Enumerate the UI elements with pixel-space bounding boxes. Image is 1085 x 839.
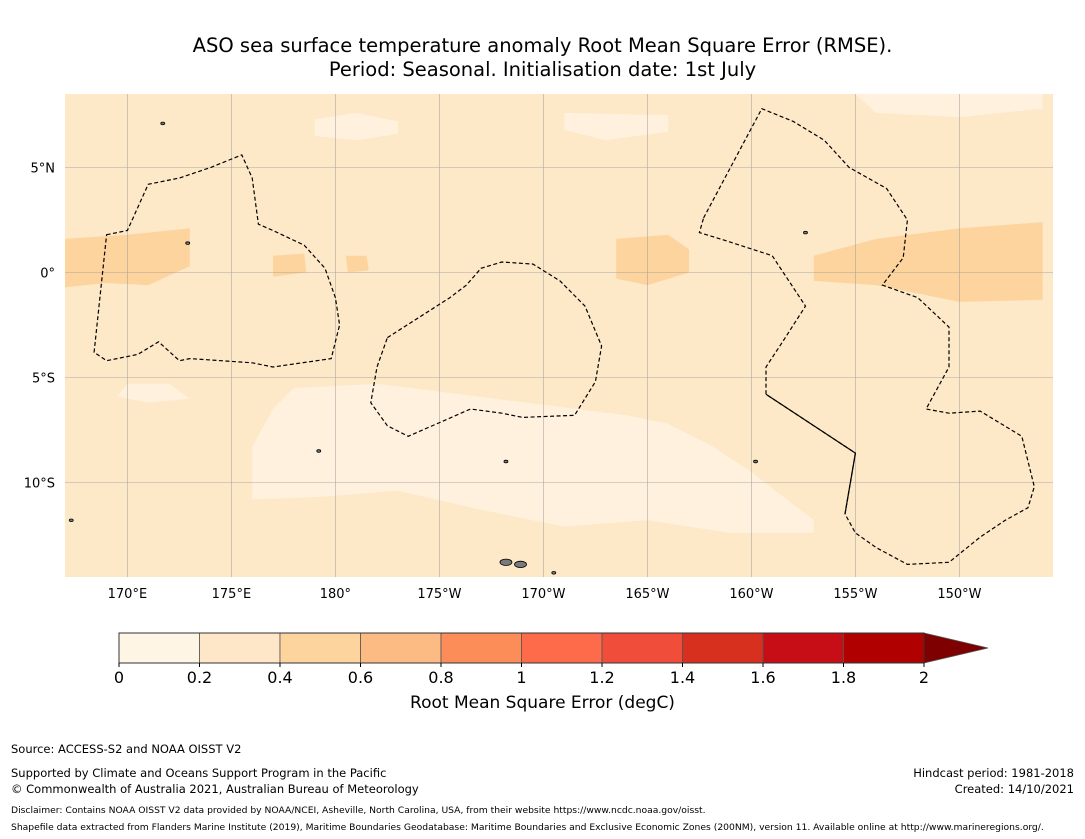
source-text: Source: ACCESS-S2 and NOAA OISST V2: [11, 742, 242, 756]
lon-tick-label: 175°E: [212, 587, 252, 602]
island-kiritimati: [803, 230, 808, 235]
island-west: [68, 518, 74, 522]
island-funafuti: [316, 449, 322, 453]
rmse-region-0-0.2-1: [117, 383, 190, 403]
rmse-region-0.4-0.6-9: [345, 255, 369, 273]
eez-boundary-eez-3b: [698, 217, 857, 515]
colorbar-segment: [118, 632, 200, 664]
colorbar-tick-label: 0.6: [348, 668, 373, 687]
disclaimer-text: Disclaimer: Contains NOAA OISST V2 data …: [11, 805, 706, 816]
lon-tick-label: 150°W: [937, 587, 981, 602]
island-tarawa: [185, 241, 191, 245]
island-upolu: [499, 558, 513, 566]
eez-boundary-eez-1: [93, 154, 341, 368]
map-area: [65, 94, 1053, 577]
colorbar-segment: [521, 632, 603, 664]
copyright-text: © Commonwealth of Australia 2021, Austra…: [11, 782, 419, 796]
lat-tick-label: 5°S: [32, 372, 55, 387]
island-rarotonga: [753, 459, 758, 464]
colorbar-tick-label: 2: [919, 668, 929, 687]
rmse-region-0-0.2-3: [564, 112, 669, 141]
eez-boundary-eez-2: [370, 261, 603, 437]
colorbar-tick-label: 1.2: [589, 668, 614, 687]
created-text: Created: 14/10/2021: [954, 782, 1074, 796]
lon-tick-label: 180°: [320, 587, 351, 602]
lon-tick-label: 170°W: [521, 587, 565, 602]
colorbar-segment: [440, 632, 522, 664]
lon-tick-label: 175°W: [417, 587, 461, 602]
colorbar-segment: [199, 632, 281, 664]
colorbar-tick-label: 1: [516, 668, 526, 687]
rmse-region-0.4-0.6-8: [273, 253, 307, 277]
lat-tick-label: 0°: [40, 267, 55, 282]
colorbar-tick-label: 1.4: [670, 668, 695, 687]
lat-tick-label: 10°S: [24, 477, 55, 492]
supported-text: Supported by Climate and Oceans Support …: [11, 766, 387, 780]
colorbar-segment: [601, 632, 683, 664]
island-tutuila: [551, 571, 557, 575]
lon-tick-label: 155°W: [833, 587, 877, 602]
colorbar-segment: [843, 632, 925, 664]
colorbar-segment: [279, 632, 361, 664]
colorbar-label: Root Mean Square Error (degC): [410, 693, 675, 713]
colorbar-extend-arrow: [923, 632, 989, 664]
lat-tick-label: 5°N: [31, 162, 56, 177]
colorbar-tick-label: 1.6: [750, 668, 775, 687]
island-savaii: [514, 560, 527, 569]
chart-title-line2: Period: Seasonal. Initialisation date: 1…: [328, 58, 757, 81]
lon-tick-label: 160°W: [729, 587, 773, 602]
colorbar-segment: [360, 632, 442, 664]
hindcast-text: Hindcast period: 1981-2018: [913, 766, 1074, 780]
colorbar-tick-label: 1.8: [831, 668, 856, 687]
colorbar-tick-label: 0.4: [267, 668, 292, 687]
rmse-region-0-0.2-0: [252, 383, 814, 533]
colorbar-segment: [762, 632, 844, 664]
lon-tick-label: 165°W: [625, 587, 669, 602]
rmse-region-0.4-0.6-7: [813, 222, 1043, 302]
colorbar-segment: [682, 632, 764, 664]
solid-boundary: [765, 393, 857, 515]
chart-title-line1: ASO sea surface temperature anomaly Root…: [192, 34, 893, 57]
shapefile-text: Shapefile data extracted from Flanders M…: [11, 822, 1044, 833]
rmse-region-0-0.2-4: [855, 94, 1043, 118]
lon-tick-label: 170°E: [108, 587, 148, 602]
colorbar-tick-label: 0.2: [187, 668, 212, 687]
colorbar-tick-label: 0: [114, 668, 124, 687]
island-marshall: [160, 121, 166, 126]
eez-boundary-eez-3: [703, 107, 1035, 566]
island-tokelau: [503, 459, 509, 464]
colorbar-tick-label: 0.8: [428, 668, 453, 687]
